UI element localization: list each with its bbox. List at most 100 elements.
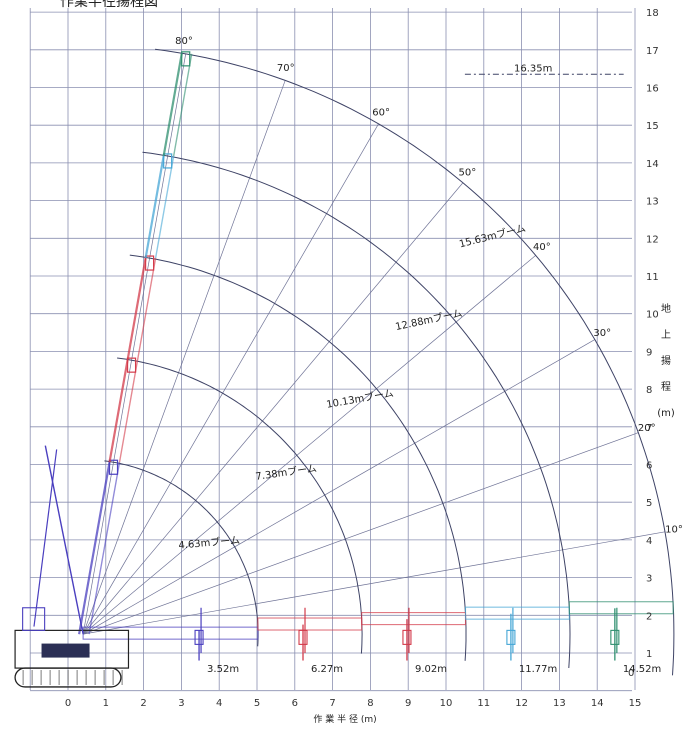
x-tick-label: 9	[405, 698, 411, 709]
crane-body	[14, 445, 130, 688]
y-tick-label: 1	[646, 649, 652, 660]
angle-label: 80°	[175, 36, 193, 47]
angle-ray	[82, 182, 464, 635]
y-axis-title-char: 程	[661, 381, 671, 393]
boom-label: 12.88mブーム	[394, 306, 463, 333]
boom-stage-extended	[257, 617, 363, 631]
angle-rays	[82, 53, 666, 635]
boom-hook-raised	[181, 51, 191, 67]
angle-label: 60°	[372, 107, 390, 118]
boom-arcs	[104, 48, 675, 676]
x-tick-label: 13	[553, 698, 566, 709]
boom-cylinder	[33, 449, 58, 627]
y-tick-label: 6	[646, 461, 652, 472]
boom-stage-raised-outline	[154, 155, 175, 259]
y-tick-label: 16	[646, 84, 659, 95]
x-tick-label: 4	[216, 698, 222, 709]
boom-stage-raised	[108, 359, 129, 463]
chart-title: 作業半径揚程図	[60, 0, 158, 10]
grid	[29, 8, 636, 692]
angle-label: 50°	[459, 168, 477, 179]
boom-label: 10.13mブーム	[325, 386, 394, 411]
boom-hook	[402, 629, 412, 645]
y-axis-title-char: 地	[661, 302, 671, 315]
boom-label: 15.63mブーム	[458, 221, 527, 250]
x-tick-label: 11	[477, 698, 490, 709]
x-axis-title: 作 業 半 径 (m)	[313, 713, 376, 725]
y-tick-label: 9	[646, 347, 652, 358]
x-tick-label: 0	[65, 698, 71, 709]
angle-label: 70°	[277, 63, 295, 74]
angle-ray	[83, 432, 639, 635]
boom-stage-raised	[144, 155, 165, 259]
outrigger-arm	[44, 445, 84, 635]
angle-label: 10°	[665, 525, 682, 536]
labels: 0 1 2 3 4 5 6 7 8 9 10 11 12 13 14 15123456789101112131…	[65, 8, 682, 709]
boom-stage-raised	[78, 462, 111, 635]
x-tick-label: 15	[629, 698, 642, 709]
boom-hook	[194, 629, 204, 645]
boom-stage-extended	[82, 626, 259, 640]
boom-stage-extended	[464, 606, 570, 620]
y-tick-label: 12	[646, 234, 659, 245]
y-tick-label: 18	[646, 8, 659, 19]
angle-ray	[82, 80, 286, 635]
boom-stage-raised-outline	[118, 360, 139, 463]
x-tick-label: 3	[178, 698, 184, 709]
y-axis-title-char: 揚	[661, 354, 671, 367]
angle-label: 40°	[533, 242, 551, 253]
x-tick-label: 1	[103, 698, 109, 709]
boom-stage-raised-outline	[136, 257, 157, 361]
boom-arc	[142, 151, 571, 669]
angle-label: 20°	[638, 423, 656, 434]
max-height-label: 16.35m	[514, 63, 552, 74]
crane-logo-plate	[41, 643, 90, 658]
boom-stage-extended	[568, 601, 674, 615]
x-tick-label: 12	[515, 698, 528, 709]
angle-ray	[82, 339, 595, 635]
y-tick-label: 8	[646, 385, 652, 396]
crane-upper-body	[14, 629, 130, 669]
y-axis-title-char: (m)	[657, 408, 675, 419]
angle-ray	[82, 53, 187, 635]
y-tick-label: 15	[646, 121, 659, 132]
boom-arc	[117, 357, 363, 654]
max-radius-label: 3.52m	[207, 664, 239, 675]
x-tick-label: 6	[292, 698, 298, 709]
y-tick-label: 13	[646, 197, 659, 208]
max-radius-label: 6.27m	[311, 664, 343, 675]
y-axis-title-char: 上	[661, 329, 671, 341]
y-tick-label: 0	[628, 668, 634, 679]
max-radius-label: 11.77m	[519, 664, 557, 675]
max-radius-lines	[200, 73, 624, 653]
x-tick-label: 8	[367, 698, 373, 709]
boom-hook	[610, 629, 620, 645]
boom-stage-extended	[361, 612, 467, 626]
y-tick-label: 3	[646, 574, 652, 585]
boom-stage-raised-outline	[172, 53, 193, 157]
max-radius-label: 9.02m	[415, 664, 447, 675]
max-radius-label: 14.52m	[623, 664, 661, 675]
boom-stage-raised	[162, 53, 183, 157]
boom-drawings	[78, 51, 674, 661]
x-tick-label: 10	[440, 698, 453, 709]
boom-hook-raised	[163, 153, 173, 169]
boom-stage-raised-outline	[88, 462, 121, 635]
crane-cab	[22, 607, 46, 631]
boom-hook	[298, 629, 308, 645]
boom-arc	[104, 460, 259, 647]
x-tick-label: 7	[329, 698, 335, 709]
boom-hook-raised	[108, 459, 119, 475]
y-tick-label: 5	[646, 498, 652, 509]
x-tick-label: 5	[254, 698, 260, 709]
y-tick-label: 14	[646, 159, 659, 170]
y-tick-label: 7	[646, 423, 652, 434]
y-tick-label: 17	[646, 46, 659, 57]
angle-ray	[83, 531, 666, 635]
x-tick-label: 14	[591, 698, 604, 709]
angle-ray	[82, 255, 536, 635]
boom-hook-raised	[145, 255, 155, 271]
y-tick-label: 10	[646, 310, 659, 321]
